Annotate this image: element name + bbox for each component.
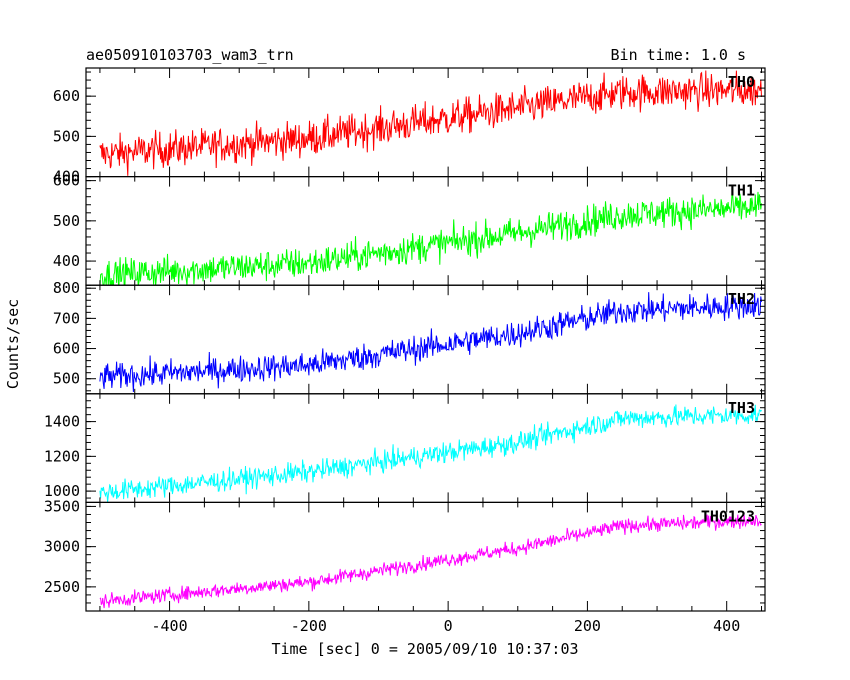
- panel-name-label: TH0123: [701, 507, 755, 525]
- chart-title: ae050910103703_wam3_trn: [86, 46, 294, 64]
- y-tick-label: 500: [53, 370, 80, 388]
- series-line-th2: [99, 292, 762, 393]
- y-tick-label: 600: [53, 172, 80, 190]
- series-line-th0123: [99, 514, 762, 609]
- panels-group: 400 500 600 TH0 400 500 600 TH1 500 600 700 800 TH2 1…: [44, 67, 766, 635]
- x-tick-label: 200: [574, 617, 601, 635]
- x-axis-label: Time [sec] 0 = 2005/09/10 10:37:03: [271, 640, 578, 658]
- y-tick-label: 2500: [44, 578, 80, 596]
- y-tick-label: 1200: [44, 447, 80, 465]
- panel-th0123: 2500 3000 3500 TH0123: [44, 497, 766, 612]
- y-tick-label: 400: [53, 252, 80, 270]
- panel-th0: 400 500 600 TH0: [53, 67, 766, 186]
- bin-time-label: Bin time: 1.0 s: [611, 46, 746, 64]
- y-tick-label: 1400: [44, 413, 80, 431]
- y-tick-label: 3000: [44, 538, 80, 556]
- panel-th1: 400 500 600 TH1: [53, 172, 766, 286]
- series-line-th1: [99, 189, 762, 286]
- y-tick-label: 3500: [44, 497, 80, 515]
- panel-name-label: TH0: [728, 73, 755, 91]
- y-tick-label: 800: [53, 279, 80, 297]
- y-tick-label: 600: [53, 340, 80, 358]
- panel-name-label: TH1: [728, 182, 755, 200]
- y-tick-label: 400: [53, 168, 80, 186]
- y-tick-label: 700: [53, 309, 80, 327]
- panel-frame: [85, 501, 766, 612]
- panel-name-label: TH3: [728, 399, 755, 417]
- series-line-th3: [99, 404, 762, 503]
- y-tick-label: 500: [53, 212, 80, 230]
- panel-name-label: TH2: [728, 290, 755, 308]
- x-tick-label: 400: [713, 617, 740, 635]
- y-tick-label: 500: [53, 127, 80, 145]
- panel-th2: 500 600 700 800 TH2: [53, 279, 766, 395]
- y-axis-label: Counts/sec: [4, 299, 22, 389]
- y-tick-label: 1000: [44, 482, 80, 500]
- x-tick-label: -400: [152, 617, 188, 635]
- y-tick-label: 600: [53, 87, 80, 105]
- series-line-th0: [99, 70, 762, 176]
- panel-th3: 1000 1200 1400 TH3: [44, 393, 766, 503]
- x-tick-label: -200: [291, 617, 327, 635]
- x-tick-label: 0: [444, 617, 453, 635]
